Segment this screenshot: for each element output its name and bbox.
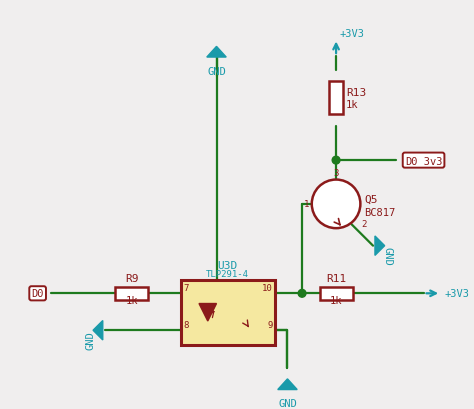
Text: R9: R9 — [125, 273, 139, 283]
Bar — [115, 287, 148, 300]
Text: D0: D0 — [31, 289, 44, 299]
Text: R11: R11 — [326, 273, 346, 283]
Text: +3V3: +3V3 — [445, 289, 470, 299]
Text: 9: 9 — [267, 321, 273, 330]
Text: 8: 8 — [183, 321, 189, 330]
Text: 1k: 1k — [346, 99, 358, 110]
Text: GND: GND — [85, 330, 95, 349]
Text: 7: 7 — [183, 283, 189, 292]
Circle shape — [298, 290, 306, 297]
Text: 1k: 1k — [126, 296, 138, 306]
Text: GND: GND — [383, 246, 392, 265]
Polygon shape — [375, 236, 385, 256]
Text: TLP291-4: TLP291-4 — [206, 269, 249, 278]
Text: Q5: Q5 — [364, 195, 378, 204]
Text: +3V3: +3V3 — [340, 29, 365, 38]
Bar — [319, 287, 353, 300]
Text: 10: 10 — [262, 283, 273, 292]
Bar — [181, 280, 275, 345]
Text: R13: R13 — [346, 88, 366, 98]
Polygon shape — [207, 47, 226, 58]
Text: 1: 1 — [303, 200, 309, 209]
Polygon shape — [199, 304, 217, 321]
Polygon shape — [278, 379, 297, 390]
Circle shape — [312, 180, 360, 229]
Text: 2: 2 — [361, 219, 367, 228]
Text: D0_3v3: D0_3v3 — [405, 155, 442, 166]
Text: U3D: U3D — [218, 261, 238, 270]
Circle shape — [332, 157, 340, 164]
Text: BC817: BC817 — [364, 207, 395, 217]
Polygon shape — [93, 321, 103, 340]
Text: 3: 3 — [333, 168, 339, 177]
Text: GND: GND — [278, 398, 297, 408]
Text: 1k: 1k — [330, 296, 342, 306]
Text: GND: GND — [207, 67, 226, 76]
Bar — [329, 82, 343, 115]
